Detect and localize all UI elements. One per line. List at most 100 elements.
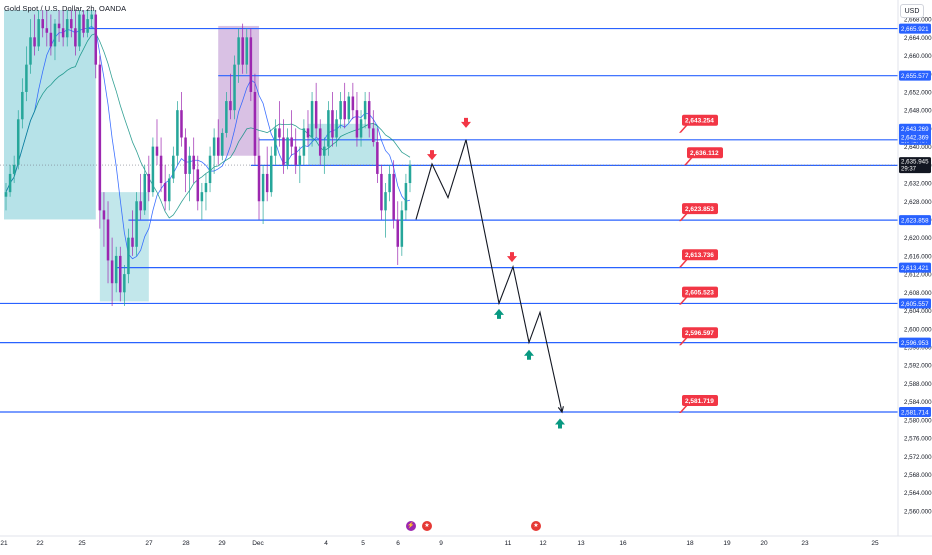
candle-body bbox=[37, 19, 40, 47]
time-axis: 21 22 25 27 28 29 Dec 4 5 6 9 11 12 13 16 18 19 20 23 25 bbox=[0, 535, 932, 547]
y-tick-label: 2,620.000 bbox=[904, 235, 932, 242]
callout-pointer bbox=[684, 156, 694, 166]
candle-body bbox=[310, 101, 314, 138]
candle-body bbox=[53, 23, 57, 47]
y-tick-label: 2,568.000 bbox=[904, 472, 932, 479]
currency-button[interactable]: USD bbox=[900, 4, 924, 18]
callout-pointer bbox=[679, 212, 689, 222]
candle-body bbox=[147, 173, 151, 193]
callout-box bbox=[682, 249, 718, 261]
callout-box bbox=[682, 114, 718, 126]
y-tick-label: 2,584.000 bbox=[904, 399, 932, 406]
us-flag-event-icon[interactable]: ★ bbox=[422, 521, 432, 531]
price-label: 2,643.269 bbox=[901, 126, 929, 133]
candle-body bbox=[12, 164, 16, 174]
x-tick-label: 9 bbox=[439, 540, 443, 547]
y-tick-label: 2,564.000 bbox=[904, 490, 932, 497]
candles bbox=[4, 10, 412, 306]
moving-average-line bbox=[5, 33, 411, 219]
moving-averages bbox=[5, 26, 411, 260]
y-tick-label: 2,580.000 bbox=[904, 417, 932, 424]
x-tick-label: 22 bbox=[36, 540, 44, 547]
projection bbox=[415, 139, 564, 414]
y-tick-label: 2,652.000 bbox=[904, 89, 932, 96]
callout-pointer bbox=[679, 123, 689, 133]
levels bbox=[0, 27, 898, 413]
callout-box bbox=[682, 203, 718, 215]
candle-body bbox=[347, 96, 351, 120]
candle-body bbox=[188, 155, 191, 174]
level-price-label: 2,581.714 bbox=[901, 410, 929, 417]
y-tick-label: 2,616.000 bbox=[904, 253, 932, 260]
candle-body bbox=[367, 101, 371, 129]
level-price-label: 2,665.921 bbox=[901, 26, 929, 33]
candle-body bbox=[208, 155, 212, 184]
y-tick-label: 2,640.000 bbox=[904, 144, 932, 151]
candle-body bbox=[114, 255, 118, 284]
up-arrow-icon bbox=[524, 349, 534, 360]
candle-body bbox=[380, 173, 383, 211]
down-arrow-icon bbox=[507, 252, 517, 263]
candle-body bbox=[282, 137, 285, 165]
candle-body bbox=[400, 210, 404, 247]
candle-body bbox=[274, 128, 277, 156]
y-tick-label: 2,668.000 bbox=[904, 17, 932, 24]
candle-body bbox=[359, 119, 363, 138]
candle-body bbox=[212, 137, 216, 156]
x-tick-label: 13 bbox=[577, 540, 585, 547]
candle-body bbox=[372, 128, 375, 143]
candle-body bbox=[118, 255, 122, 293]
countdown-label: 29:37 bbox=[901, 167, 917, 173]
price-axis-background bbox=[898, 0, 932, 550]
dividend-event-icon[interactable]: ⚡ bbox=[406, 521, 416, 531]
candle-body bbox=[233, 64, 236, 111]
candle-body bbox=[184, 137, 187, 174]
callout-label: 2,596.597 bbox=[685, 330, 714, 337]
candle-body bbox=[123, 274, 126, 293]
y-tick-label: 2,608.000 bbox=[904, 290, 932, 297]
candle-body bbox=[318, 128, 322, 156]
projection-path bbox=[415, 139, 563, 413]
candle-body bbox=[384, 192, 387, 211]
candle-body bbox=[135, 201, 138, 247]
candle-body bbox=[74, 28, 77, 47]
y-tick-label: 2,648.000 bbox=[904, 108, 932, 115]
candle-body bbox=[180, 110, 183, 138]
candle-body bbox=[102, 210, 106, 220]
candle-body bbox=[110, 260, 114, 284]
candle-body bbox=[237, 37, 240, 65]
candle-body bbox=[253, 91, 257, 156]
candle-body bbox=[355, 110, 359, 138]
level-price-label: 2,596.953 bbox=[901, 340, 929, 347]
candle-body bbox=[392, 173, 395, 220]
candle-body bbox=[351, 96, 355, 111]
callout-label: 2,623.853 bbox=[685, 206, 714, 213]
candle-body bbox=[204, 183, 208, 193]
y-tick-label: 2,604.000 bbox=[904, 308, 932, 315]
candle-body bbox=[339, 101, 342, 120]
candle-body bbox=[286, 137, 289, 165]
callout-label: 2,613.736 bbox=[685, 252, 714, 259]
candle-body bbox=[343, 101, 346, 120]
candle-body bbox=[172, 155, 175, 179]
us-flag-event-icon[interactable]: ★ bbox=[531, 521, 541, 531]
down-arrow-icon bbox=[461, 117, 471, 128]
candle-body bbox=[408, 164, 412, 184]
candle-body bbox=[323, 146, 326, 156]
candle-body bbox=[257, 155, 261, 202]
candle-body bbox=[155, 146, 159, 156]
up-arrow-icon bbox=[555, 418, 565, 429]
y-tick-label: 2,612.000 bbox=[904, 272, 932, 279]
candle-body bbox=[78, 14, 81, 47]
candle-body bbox=[249, 37, 253, 92]
candle-body bbox=[131, 237, 134, 247]
candle-body bbox=[57, 23, 61, 29]
callout-box bbox=[682, 327, 718, 339]
candle-body bbox=[396, 219, 400, 247]
y-tick-label: 2,664.000 bbox=[904, 35, 932, 42]
candle-body bbox=[98, 64, 102, 211]
symbol-title[interactable]: Gold Spot / U.S. Dollar, 2h, OANDA bbox=[4, 4, 127, 13]
candle-body bbox=[82, 14, 85, 33]
